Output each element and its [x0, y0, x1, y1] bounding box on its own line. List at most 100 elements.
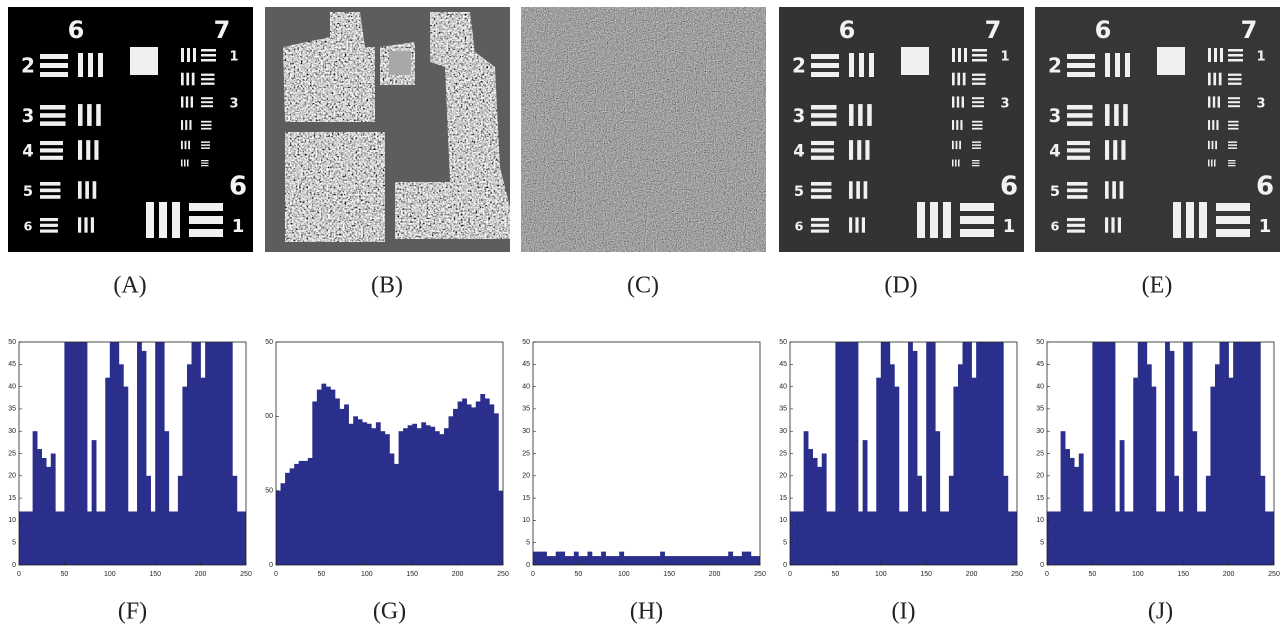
- target-bar: [1228, 127, 1239, 130]
- target-bar: [1228, 73, 1242, 76]
- target-bar: [972, 141, 981, 143]
- y-tick-label: 40: [8, 383, 16, 390]
- bar: [799, 511, 804, 565]
- bar: [926, 342, 932, 565]
- y-tick-label: 45: [8, 361, 16, 368]
- bar: [498, 490, 503, 565]
- y-tick-label: 25: [1036, 450, 1044, 457]
- bar: [808, 449, 813, 565]
- target-bar: [1199, 202, 1207, 238]
- target-bar: [1067, 72, 1095, 77]
- x-tick-label: 50: [61, 571, 69, 578]
- bar: [1260, 475, 1266, 565]
- target-bar: [1214, 48, 1217, 62]
- target-bar: [1067, 104, 1093, 110]
- bar: [380, 431, 386, 565]
- bar: [737, 556, 743, 565]
- target-bar: [961, 96, 964, 108]
- target-bar: [855, 217, 859, 233]
- target-bar: [959, 140, 961, 150]
- x-tick-label: 150: [920, 571, 932, 578]
- bar: [1060, 431, 1066, 565]
- bar: [1119, 440, 1125, 565]
- target-bar: [1208, 48, 1211, 62]
- y-tick-label: 30: [1036, 428, 1044, 435]
- bar: [348, 423, 354, 565]
- image-d: 6 7 2 3 4 5 6 1 3 6 1: [779, 7, 1024, 252]
- target-bar: [98, 53, 103, 77]
- target-bar: [955, 159, 957, 167]
- target-bar: [863, 181, 868, 199]
- bar: [205, 342, 210, 565]
- bar: [691, 556, 697, 565]
- target-bar: [96, 104, 101, 126]
- bar: [569, 556, 575, 565]
- bar: [1165, 342, 1170, 565]
- target-bar: [811, 104, 837, 110]
- target-bar: [201, 124, 212, 127]
- target-bar: [40, 140, 63, 146]
- bar: [623, 556, 629, 565]
- x-tick-label: 250: [754, 571, 766, 578]
- target-bar: [1114, 104, 1119, 126]
- bar: [421, 422, 427, 565]
- target-bar: [40, 223, 58, 227]
- bar: [614, 556, 620, 565]
- target-bar: [1208, 159, 1210, 167]
- y-tick-label: 30: [8, 428, 16, 435]
- target-bar: [40, 188, 61, 193]
- caption: (J): [1148, 599, 1173, 625]
- caption: (F): [118, 599, 147, 625]
- bar: [50, 453, 56, 565]
- y-tick-label: 40: [779, 383, 787, 390]
- target-bar: [201, 162, 209, 164]
- bar: [353, 416, 359, 565]
- histogram: 0 5 10 15 20 25 30 35 40 45 50 0 50 100 150 200 250 (H): [522, 339, 766, 625]
- bar: [55, 511, 61, 565]
- bar: [678, 556, 684, 565]
- plot-frame: [532, 341, 761, 566]
- target-label: 7: [985, 16, 1002, 44]
- bar: [930, 342, 936, 565]
- x-tick-label: 50: [575, 571, 583, 578]
- bar: [1142, 342, 1148, 565]
- bar: [1087, 511, 1093, 565]
- bar: [664, 556, 670, 565]
- x-tick-label: 250: [497, 571, 509, 578]
- target-bar: [181, 48, 184, 62]
- bar: [325, 386, 331, 565]
- bar: [28, 511, 33, 565]
- target-bar: [865, 140, 870, 160]
- bar: [330, 389, 336, 565]
- bar: [989, 342, 995, 565]
- bar: [137, 342, 142, 565]
- bar: [871, 511, 877, 565]
- bar: [839, 342, 845, 565]
- bar: [944, 511, 950, 565]
- target-label: 5: [794, 183, 804, 200]
- bar: [844, 342, 850, 565]
- bar: [710, 556, 715, 565]
- bar: [78, 342, 83, 565]
- bar: [1201, 511, 1207, 565]
- target-bar: [1208, 72, 1211, 86]
- target-bar: [201, 147, 210, 149]
- y-tick-label: 50: [8, 339, 16, 346]
- bar: [660, 551, 665, 565]
- y-tick-label: 50: [779, 339, 787, 346]
- bar: [1012, 511, 1017, 565]
- target-bar: [1215, 140, 1217, 150]
- bar: [1047, 511, 1052, 565]
- bar: [1078, 453, 1084, 565]
- image-a: 6 7 2 3 4 5 6 1 3 6 1: [8, 7, 253, 252]
- target-bar: [811, 229, 829, 233]
- target-bar: [1216, 229, 1250, 237]
- target-bar: [159, 202, 167, 238]
- target-bar: [201, 120, 212, 123]
- bar: [155, 342, 161, 565]
- target-bar: [201, 144, 210, 146]
- x-tick-label: 150: [663, 571, 675, 578]
- bar: [82, 342, 88, 565]
- bar: [1092, 342, 1098, 565]
